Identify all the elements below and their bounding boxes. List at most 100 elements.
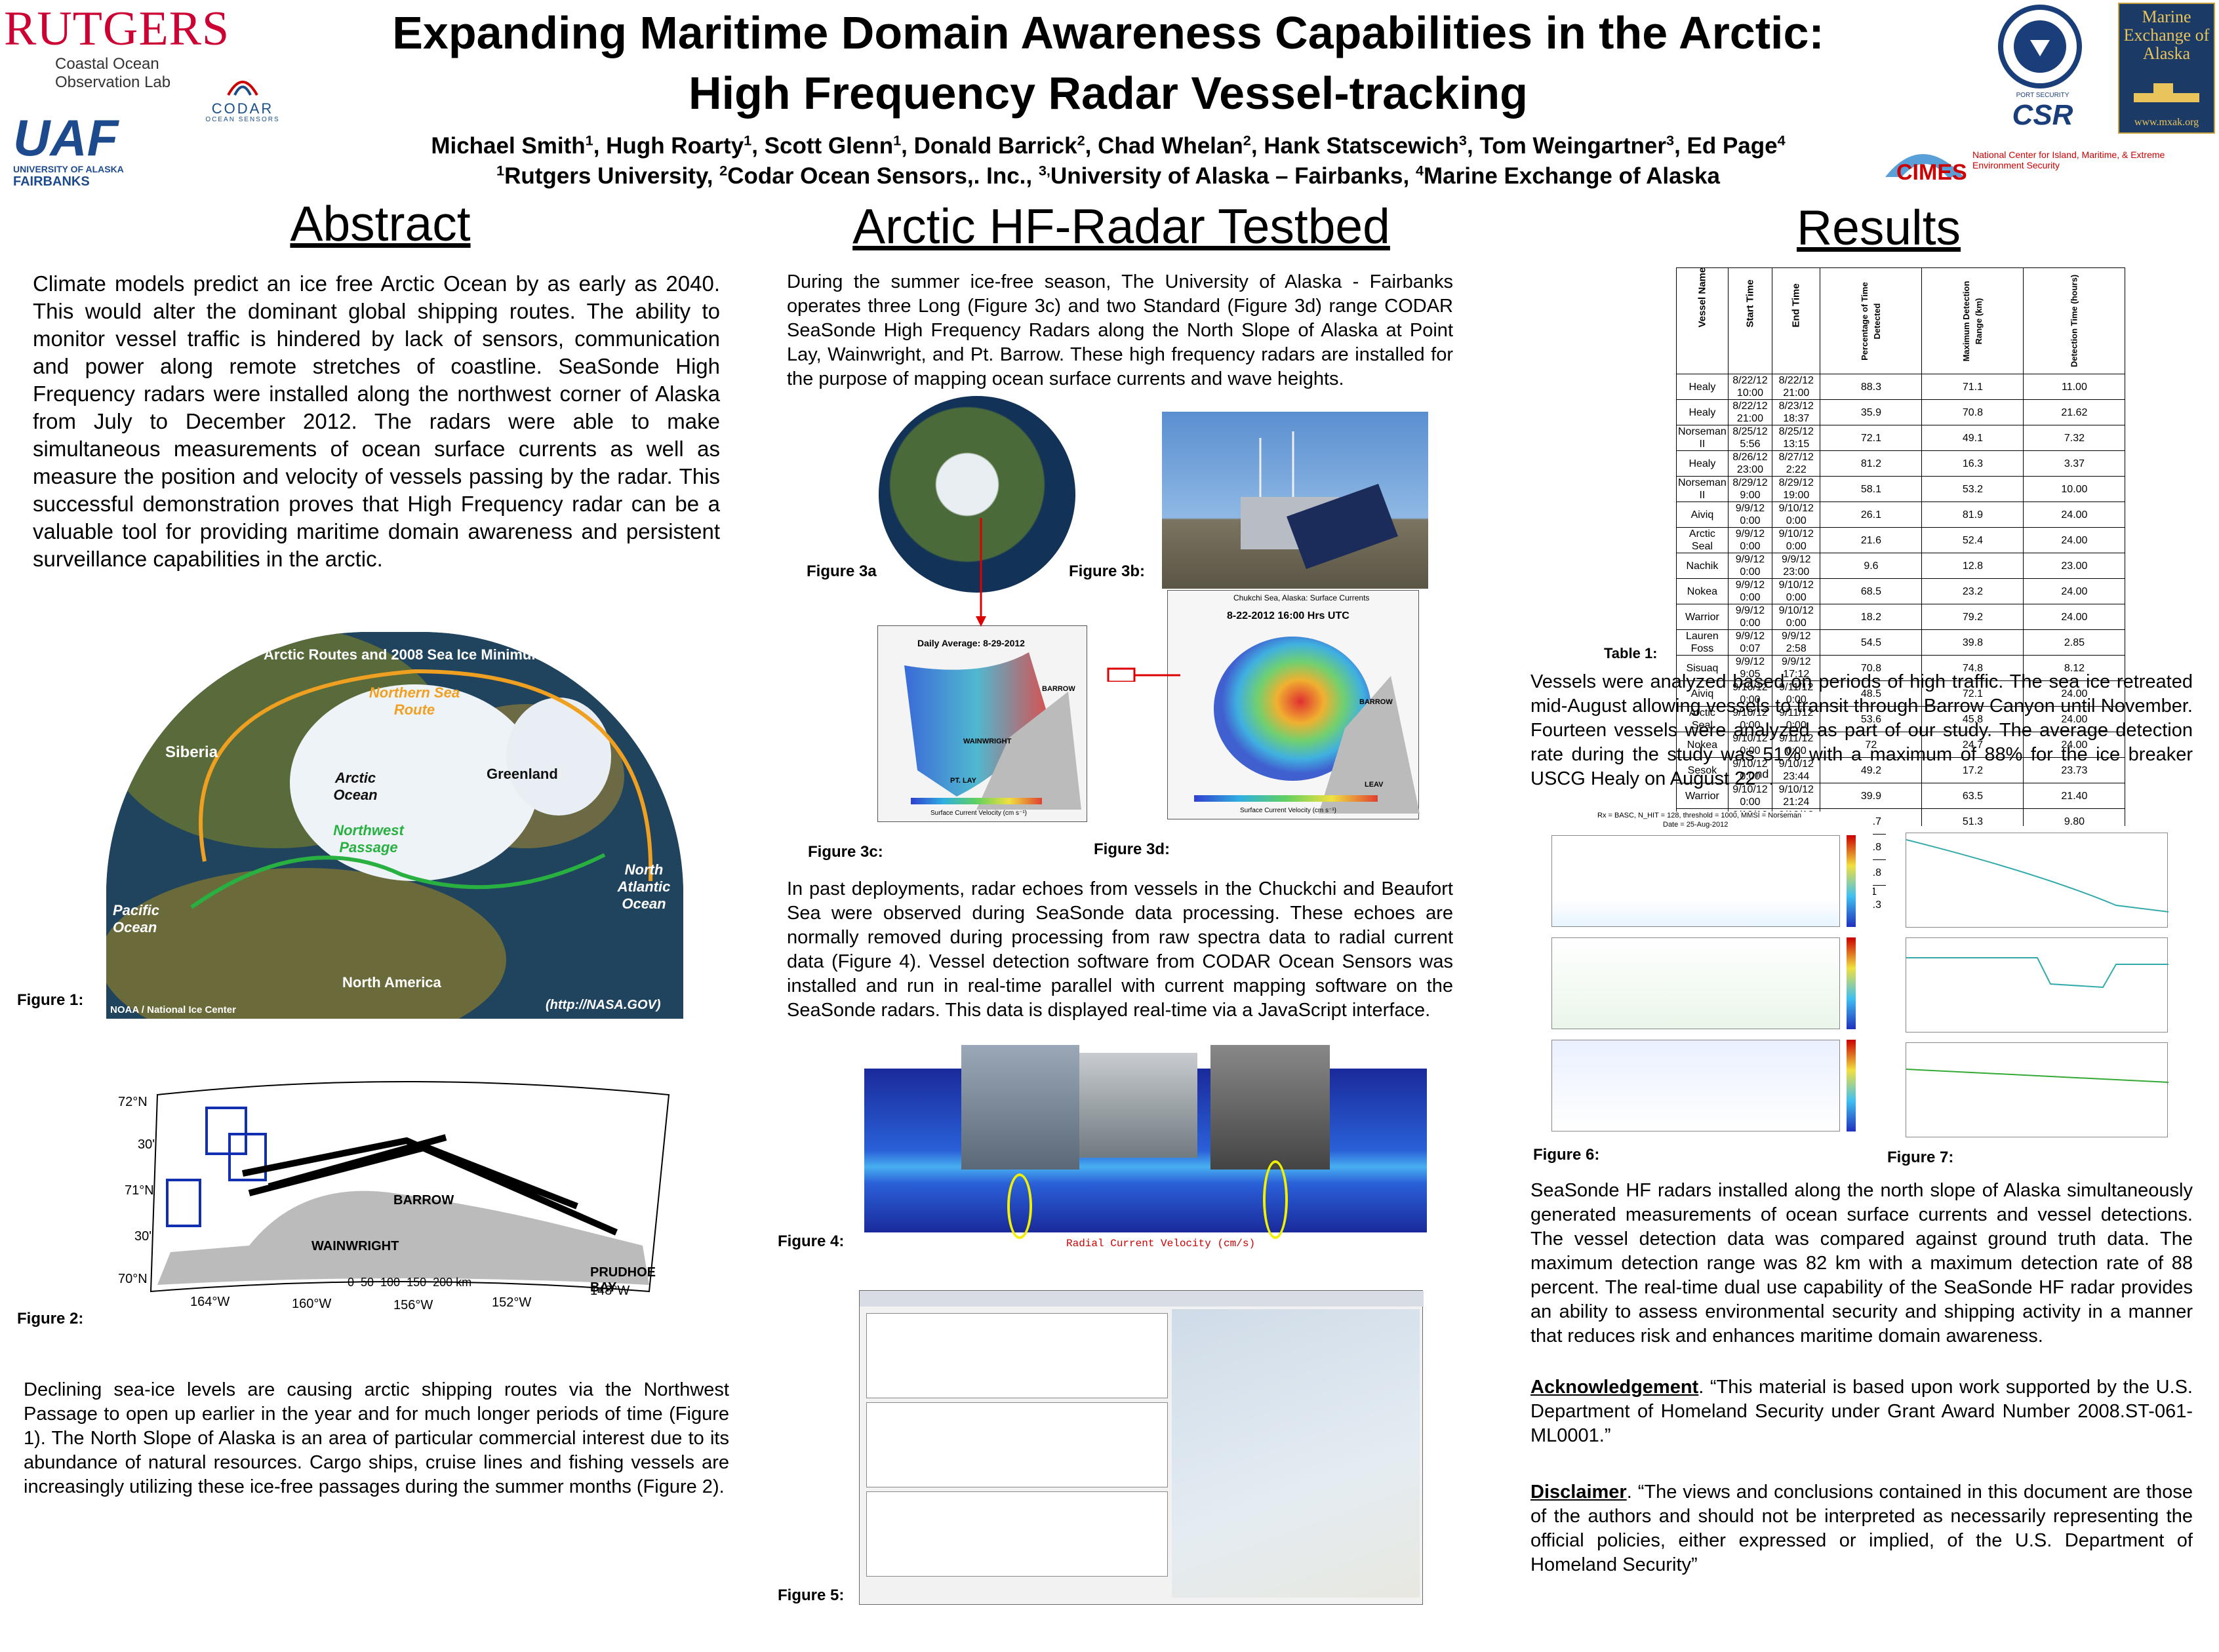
table-cell: 88.3 [1820, 374, 1923, 400]
col-vessel-name: Vessel Name [1676, 267, 1729, 374]
table-cell: 71.1 [1921, 374, 2024, 400]
table-cell: 24.7 [1921, 732, 2024, 758]
table-cell: 21.6 [1820, 527, 1923, 553]
table-cell: Healy [1676, 450, 1729, 477]
table-cell: 9.6 [1820, 553, 1923, 579]
table-row: Nachik 9/9/12 0:00 9/9/12 23:00 9.6 12.8 23.0… [1676, 553, 2126, 579]
table-cell: 8/22/12 21:00 [1772, 374, 1821, 400]
table-caption: Table 1: [1604, 645, 1658, 661]
figure-3d-caption: Figure 3d: [1094, 840, 1170, 858]
abstract-text: Climate models predict an ice free Arcti… [33, 271, 720, 571]
table-cell: 9/10/12 0:00 [1772, 604, 1821, 630]
poster-title: Expanding Maritime Domain Awareness Capa… [392, 7, 1824, 119]
table-cell: 24.00 [2023, 732, 2126, 758]
table-cell: 45.8 [1921, 706, 2024, 732]
table-cell: 7.32 [2023, 425, 2126, 451]
table-cell: 8/26/12 23:00 [1727, 450, 1773, 477]
table-cell: 53.2 [1921, 476, 2024, 502]
figure-1-arctic-routes: Arctic Routes and 2008 Sea Ice Minimum S… [106, 632, 683, 1019]
table-cell: Warrior [1676, 783, 1729, 809]
figure-3c-caption: Figure 3c: [808, 843, 883, 861]
figure-3a-globe [879, 396, 1075, 593]
table-cell: 79.2 [1921, 604, 2024, 630]
figure-1-caption: Figure 1: [17, 991, 84, 1009]
table-cell: 10.00 [2023, 476, 2126, 502]
col-max-range: Maximum Detection Range (km) [1921, 267, 2024, 374]
table-cell: 72.1 [1820, 425, 1923, 451]
table-cell: 52.4 [1921, 527, 2024, 553]
table-row: Healy 8/22/12 10:00 8/22/12 21:00 88.3 71.1 1… [1676, 374, 2126, 400]
colorbar [911, 798, 1042, 804]
table-cell: 9/9/12 9:05 [1727, 655, 1773, 681]
table-cell: Nokea [1676, 578, 1729, 604]
table-cell: 54.5 [1820, 629, 1923, 656]
acknowledgement: Acknowledgement. “This material is based… [1530, 1377, 2193, 1446]
table-cell: 58.1 [1820, 476, 1923, 502]
figure-2-map: BARROW WAINWRIGHT PRUDHOE BAY 72°N 30' 7… [118, 1075, 682, 1312]
table-cell: 53.6 [1820, 706, 1923, 732]
table-cell: 9/10/12 23:44 [1772, 757, 1821, 783]
tug-photo-1 [961, 1045, 1079, 1170]
cimes-emblem-icon [1885, 154, 1964, 177]
table-cell: 9/10/12 0:00 [1727, 732, 1773, 758]
detection-plot [1551, 1040, 1840, 1131]
table-row: Norseman II 8/29/12 9:00 8/29/12 19:00 58.1… [1676, 476, 2126, 502]
table-cell: Warrior [1676, 604, 1729, 630]
codar-logo: CODAR OCEAN SENSORS [184, 66, 302, 128]
col-end-time: End Time [1772, 267, 1821, 374]
figure-5-javascript-interface [859, 1290, 1424, 1605]
cimes-logo: CIMES National Center for Island, Mariti… [1882, 138, 2216, 190]
table-cell: 72 [1820, 732, 1923, 758]
figure-3-arrows [976, 518, 1180, 682]
table-cell: 81.9 [1921, 502, 2024, 528]
table-cell: 9/9/12 0:00 [1727, 553, 1773, 579]
table-cell: 70.8 [1820, 655, 1923, 681]
tug-photo-3 [1210, 1045, 1330, 1170]
table-cell: 24.00 [2023, 680, 2126, 707]
table-cell: 72.1 [1921, 680, 2024, 707]
table-cell: 21.62 [2023, 399, 2126, 425]
table-cell: 8/23/12 18:37 [1772, 399, 1821, 425]
colorbar [1847, 937, 1856, 1029]
abstract-heading: Abstract [290, 196, 471, 251]
table-cell: 35.9 [1820, 399, 1923, 425]
col-detection-time: Detection Time (hours) [2023, 267, 2126, 374]
table-row: Warrior 9/10/12 0:00 9/10/12 21:24 39.9 63.5… [1676, 783, 2126, 809]
results-paragraph-2: SeaSonde HF radars installed along the n… [1530, 1180, 2193, 1347]
interface-toolbar [860, 1291, 1424, 1307]
table-cell: 68.5 [1820, 578, 1923, 604]
figure-7-caption: Figure 7: [1887, 1149, 1954, 1166]
table-cell: Healy [1676, 399, 1729, 425]
figure-3b-photo [1162, 412, 1428, 589]
figure-3c-current-map: Daily Average: 8-29-2012 BARROW WAINWRIG… [877, 625, 1087, 822]
table-cell: 8/22/12 10:00 [1727, 374, 1773, 400]
table-row: Arctic Seal 9/9/12 0:00 9/10/12 0:00 21.6 52… [1676, 527, 2126, 553]
table-cell: Aiviq [1676, 502, 1729, 528]
figure-2-caption: Figure 2: [17, 1310, 84, 1328]
table-cell: 9/11/12 0:00 [1772, 680, 1821, 707]
testbed-heading: Arctic HF-Radar Testbed [852, 199, 1390, 254]
table-cell: 24.00 [2023, 604, 2126, 630]
disclaimer: Disclaimer. “The views and conclusions c… [1530, 1482, 2193, 1575]
table-cell: 3.37 [2023, 450, 2126, 477]
table-cell: 12.8 [1921, 553, 2024, 579]
table-row: Aiviq 9/10/12 0:00 9/11/12 0:00 48.5 72.1 24.… [1676, 680, 2126, 707]
table-cell: 9/11/12 0:00 [1772, 706, 1821, 732]
table-cell: 48.5 [1820, 680, 1923, 707]
figure-4-spectra: Radial Current Velocity (cm/s) [850, 1045, 1453, 1252]
table-row: Sisuaq 9/9/12 9:05 9/9/12 17:12 70.8 74.8 8.1… [1676, 655, 2126, 681]
table-cell: 9/9/12 0:00 [1727, 578, 1773, 604]
table-cell: 24.00 [2023, 578, 2126, 604]
table-cell: 9/9/12 0:07 [1727, 629, 1773, 656]
table-row: Sesok 9/10/12 0:00 9/10/12 23:44 49.2 17.2 23… [1676, 757, 2126, 783]
table-cell: 9/9/12 23:00 [1772, 553, 1821, 579]
table-cell: 8/29/12 9:00 [1727, 476, 1773, 502]
figure-5-caption: Figure 5: [778, 1586, 845, 1604]
table-cell: Healy [1676, 374, 1729, 400]
abstract-paragraph-2: Declining sea-ice levels are causing arc… [24, 1379, 729, 1497]
testbed-paragraph-2: In past deployments, radar echoes from v… [787, 878, 1453, 1021]
table-cell: Arctic Seal [1676, 706, 1729, 732]
table-cell: 23.2 [1921, 578, 2024, 604]
table-cell: 9/10/12 0:00 [1772, 578, 1821, 604]
figure-4-caption: Figure 4: [778, 1232, 845, 1250]
